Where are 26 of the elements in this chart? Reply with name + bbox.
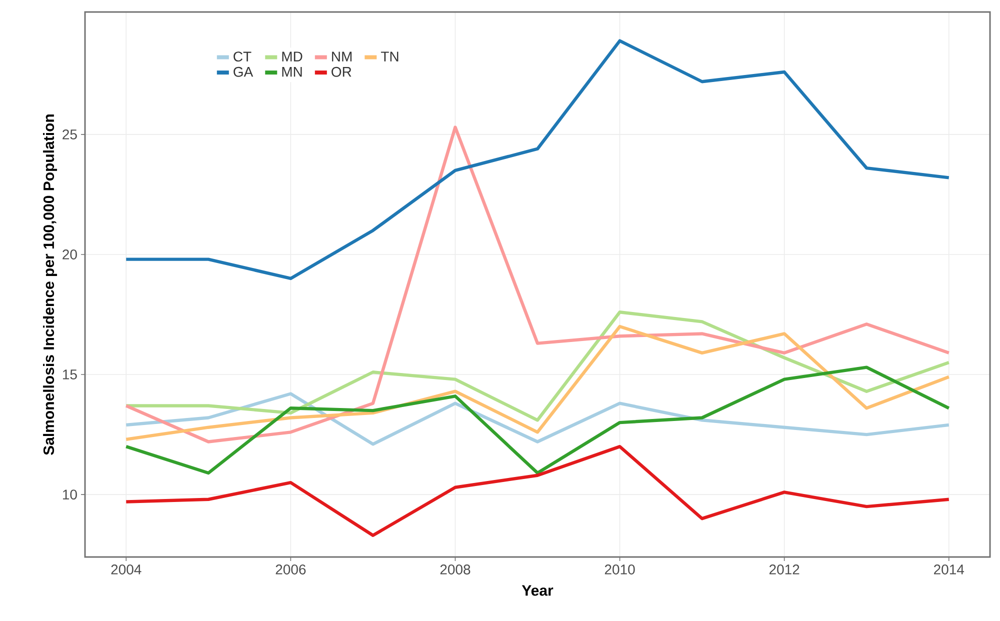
legend-label: GA bbox=[234, 66, 254, 77]
line-series bbox=[124, 126, 950, 444]
legend-label: NM bbox=[332, 52, 352, 62]
y-tick-label: 25 bbox=[62, 129, 77, 140]
x-tick-label: 2006 bbox=[276, 564, 306, 574]
line-series bbox=[124, 366, 950, 475]
line-series bbox=[124, 392, 950, 446]
x-tick-label: 2014 bbox=[934, 564, 964, 574]
x-axis-title: Year bbox=[522, 585, 554, 596]
line-series bbox=[124, 310, 950, 422]
legend-label: CT bbox=[234, 52, 252, 62]
x-tick-label: 2008 bbox=[440, 564, 470, 574]
legend-label: MD bbox=[282, 52, 302, 62]
line-series bbox=[124, 324, 950, 441]
x-tick-label: 2004 bbox=[111, 564, 142, 574]
line-series bbox=[124, 39, 950, 280]
x-tick-label: 2012 bbox=[769, 564, 800, 574]
y-tick-label: 15 bbox=[62, 370, 77, 380]
legend-label: OR bbox=[332, 66, 352, 77]
y-tick-label: 10 bbox=[62, 490, 77, 500]
legend-label: TN bbox=[380, 52, 398, 62]
legend-label: MN bbox=[282, 66, 302, 77]
x-tick-label: 2010 bbox=[604, 564, 635, 574]
y-axis-title: Salmonellosis Incidence per 100,000 Population bbox=[43, 114, 58, 455]
line-series bbox=[124, 444, 950, 537]
y-tick-label: 20 bbox=[62, 250, 77, 260]
